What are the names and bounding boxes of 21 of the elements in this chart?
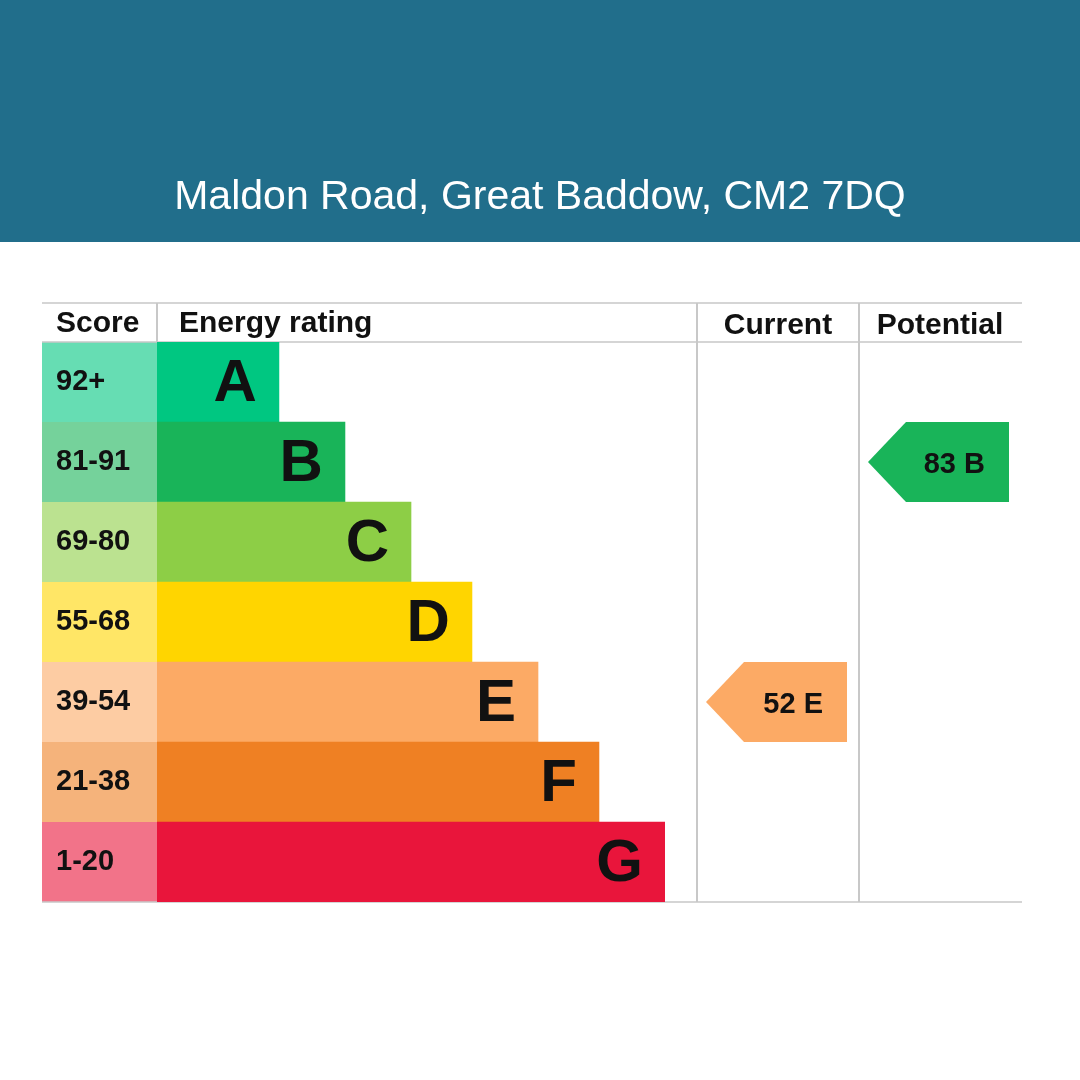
annotation: G <box>596 826 643 894</box>
annotation: C <box>345 506 389 574</box>
y-tick-label: 55-68 <box>56 604 131 636</box>
series-label: Energy rating <box>179 304 373 338</box>
annotation: E <box>475 666 516 734</box>
y-tick-label: 39-54 <box>56 684 131 716</box>
y-tick-label: 1-20 <box>56 844 115 876</box>
y-tick-label: 81-91 <box>56 444 131 476</box>
annotation: B <box>279 426 323 494</box>
annotation: A <box>213 346 257 414</box>
y-axis-title: Score <box>56 304 140 338</box>
text: Current <box>722 305 834 342</box>
annotation: F <box>540 746 577 814</box>
text: 52 E <box>763 686 823 720</box>
chart-title: Maldon Road, Great Baddow, CM2 7DQ <box>173 171 907 220</box>
y-tick-label: 21-38 <box>56 764 131 796</box>
annotation: D <box>406 586 450 654</box>
text: 83 B <box>923 446 985 480</box>
y-tick-label: 92+ <box>56 364 106 396</box>
text: Potential <box>875 305 1005 342</box>
y-tick-label: 69-80 <box>56 524 131 556</box>
